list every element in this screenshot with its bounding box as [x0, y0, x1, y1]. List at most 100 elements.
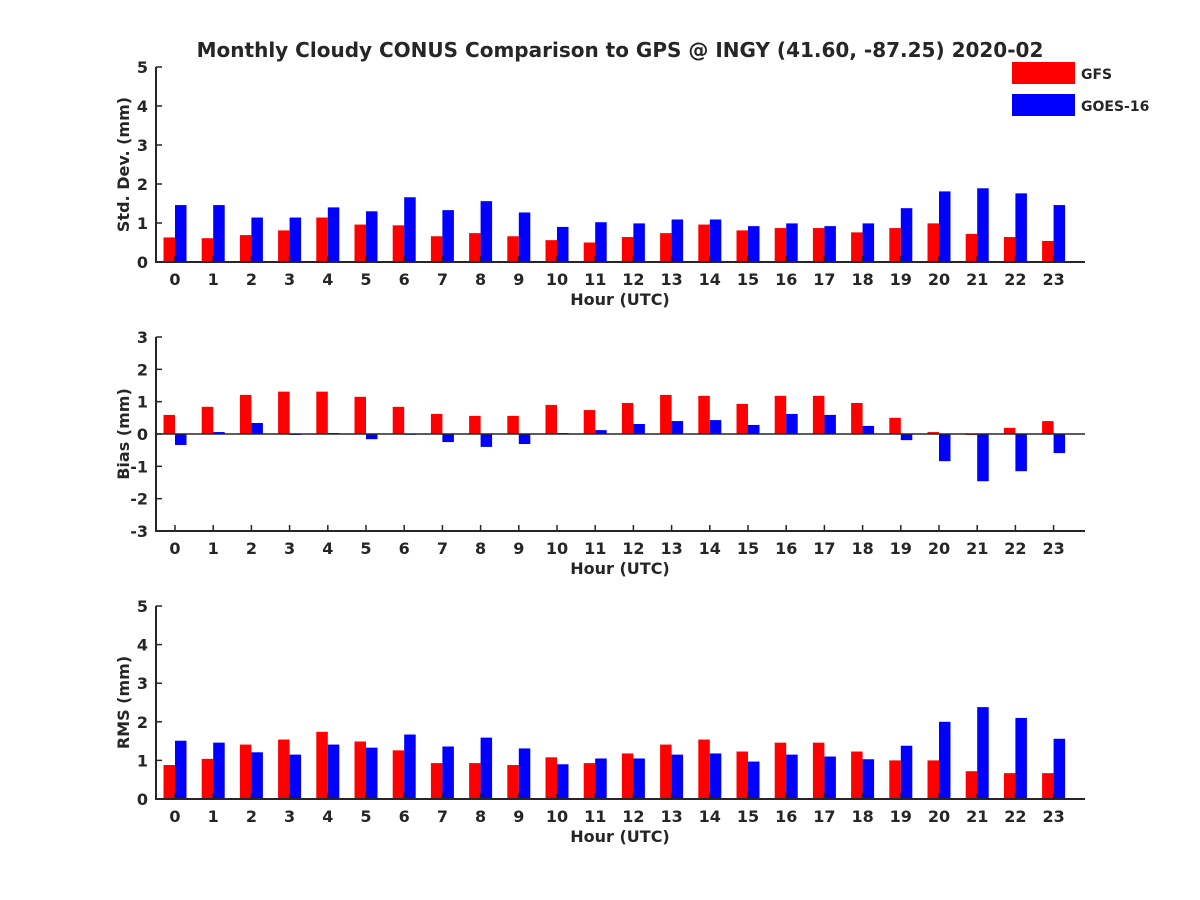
x-tick-label: 1	[208, 807, 219, 826]
y-tick-label: 5	[137, 597, 148, 616]
x-tick-label: 23	[1042, 539, 1064, 558]
bar-goes-16-hour-4	[327, 207, 340, 262]
bar-gfs-hour-18	[851, 402, 863, 434]
bar-goes-16-hour-15	[748, 761, 760, 799]
y-axis-label: Bias (mm)	[114, 388, 133, 480]
bar-gfs-hour-0	[163, 414, 175, 434]
bar-goes-16-hour-12	[633, 223, 645, 262]
bar-goes-16-hour-1	[213, 742, 225, 799]
bar-goes-16-hour-8	[480, 434, 493, 447]
x-tick-label: 17	[813, 270, 835, 289]
bar-gfs-hour-12	[621, 237, 634, 262]
bar-goes-16-hour-21	[977, 188, 989, 262]
bar-goes-16-hour-9	[518, 212, 531, 262]
bar-gfs-hour-5	[354, 224, 366, 262]
bar-gfs-hour-2	[239, 235, 252, 262]
bar-goes-16-hour-5	[366, 211, 378, 262]
bar-goes-16-hour-12	[633, 758, 645, 799]
x-tick-label: 11	[584, 270, 606, 289]
bar-gfs-hour-21	[965, 771, 978, 799]
x-axis-label: Hour (UTC)	[570, 827, 670, 846]
bar-gfs-hour-8	[469, 233, 481, 262]
bar-gfs-hour-22	[1003, 427, 1016, 434]
bar-gfs-hour-15	[736, 403, 748, 434]
bar-goes-16-hour-16	[786, 223, 798, 262]
bar-gfs-hour-17	[812, 395, 825, 434]
bar-gfs-hour-5	[354, 396, 366, 434]
y-tick-label: 3	[137, 674, 148, 693]
bar-goes-16-hour-13	[671, 219, 684, 262]
x-tick-label: 8	[475, 270, 486, 289]
bar-gfs-hour-17	[812, 228, 825, 262]
y-tick-label: 0	[137, 425, 148, 444]
bar-gfs-hour-7	[430, 413, 443, 434]
bar-gfs-hour-18	[851, 232, 863, 262]
bar-gfs-hour-11	[583, 763, 596, 799]
x-tick-label: 0	[169, 270, 180, 289]
x-tick-label: 2	[246, 270, 257, 289]
x-tick-label: 21	[966, 270, 988, 289]
bar-gfs-hour-2	[239, 744, 252, 799]
x-tick-label: 0	[169, 807, 180, 826]
x-tick-label: 5	[360, 807, 371, 826]
bar-goes-16-hour-12	[633, 423, 645, 434]
y-tick-label: 4	[137, 97, 148, 116]
x-tick-label: 13	[660, 807, 682, 826]
bar-goes-16-hour-1	[213, 432, 225, 434]
x-tick-label: 10	[546, 807, 568, 826]
bar-gfs-hour-10	[545, 404, 557, 434]
x-tick-label: 3	[284, 539, 295, 558]
bar-goes-16-hour-23	[1053, 738, 1066, 799]
y-tick-label: -2	[130, 490, 148, 509]
y-tick-label: 4	[137, 636, 148, 655]
bar-goes-16-hour-15	[748, 226, 760, 262]
x-tick-label: 23	[1042, 807, 1064, 826]
bar-goes-16-hour-17	[824, 226, 836, 262]
bar-gfs-hour-22	[1003, 237, 1016, 262]
x-tick-label: 6	[399, 270, 410, 289]
x-tick-label: 12	[622, 270, 644, 289]
bar-goes-16-hour-5	[366, 434, 378, 440]
bar-goes-16-hour-2	[251, 217, 263, 262]
bar-goes-16-hour-14	[709, 420, 722, 434]
bar-gfs-hour-16	[774, 228, 787, 262]
bar-gfs-hour-14	[698, 224, 710, 262]
bar-goes-16-hour-10	[557, 764, 569, 799]
bar-gfs-hour-13	[660, 394, 672, 434]
bar-goes-16-hour-11	[595, 758, 607, 799]
bar-goes-16-hour-2	[251, 752, 263, 799]
bar-gfs-hour-18	[851, 751, 863, 799]
chart-legend: GFS GOES-16	[1012, 62, 1149, 116]
bar-goes-16-hour-15	[748, 424, 760, 434]
bar-goes-16-hour-4	[327, 744, 340, 799]
x-tick-label: 11	[584, 807, 606, 826]
x-tick-label: 4	[322, 270, 333, 289]
bar-goes-16-hour-22	[1015, 434, 1027, 472]
bar-goes-16-hour-23	[1053, 434, 1066, 454]
bar-goes-16-hour-6	[404, 734, 416, 799]
bar-goes-16-hour-3	[289, 217, 302, 262]
x-tick-label: 18	[851, 270, 873, 289]
bar-goes-16-hour-2	[251, 423, 263, 434]
bar-goes-16-hour-0	[175, 205, 187, 262]
x-tick-label: 1	[208, 539, 219, 558]
bar-goes-16-hour-9	[518, 434, 531, 445]
y-tick-label: 1	[137, 214, 148, 233]
bar-goes-16-hour-6	[404, 197, 416, 262]
bar-goes-16-hour-16	[786, 754, 798, 799]
bar-gfs-hour-20	[927, 760, 939, 799]
y-tick-label: 1	[137, 393, 148, 412]
bar-goes-16-hour-10	[557, 226, 569, 262]
x-tick-label: 12	[622, 539, 644, 558]
bar-gfs-hour-0	[163, 765, 175, 799]
bar-gfs-hour-6	[392, 225, 405, 262]
x-tick-label: 16	[775, 270, 797, 289]
bar-gfs-hour-15	[736, 751, 748, 799]
x-tick-label: 2	[246, 539, 257, 558]
bar-gfs-hour-9	[507, 236, 519, 262]
x-tick-label: 15	[737, 539, 759, 558]
bar-gfs-hour-4	[316, 391, 328, 434]
